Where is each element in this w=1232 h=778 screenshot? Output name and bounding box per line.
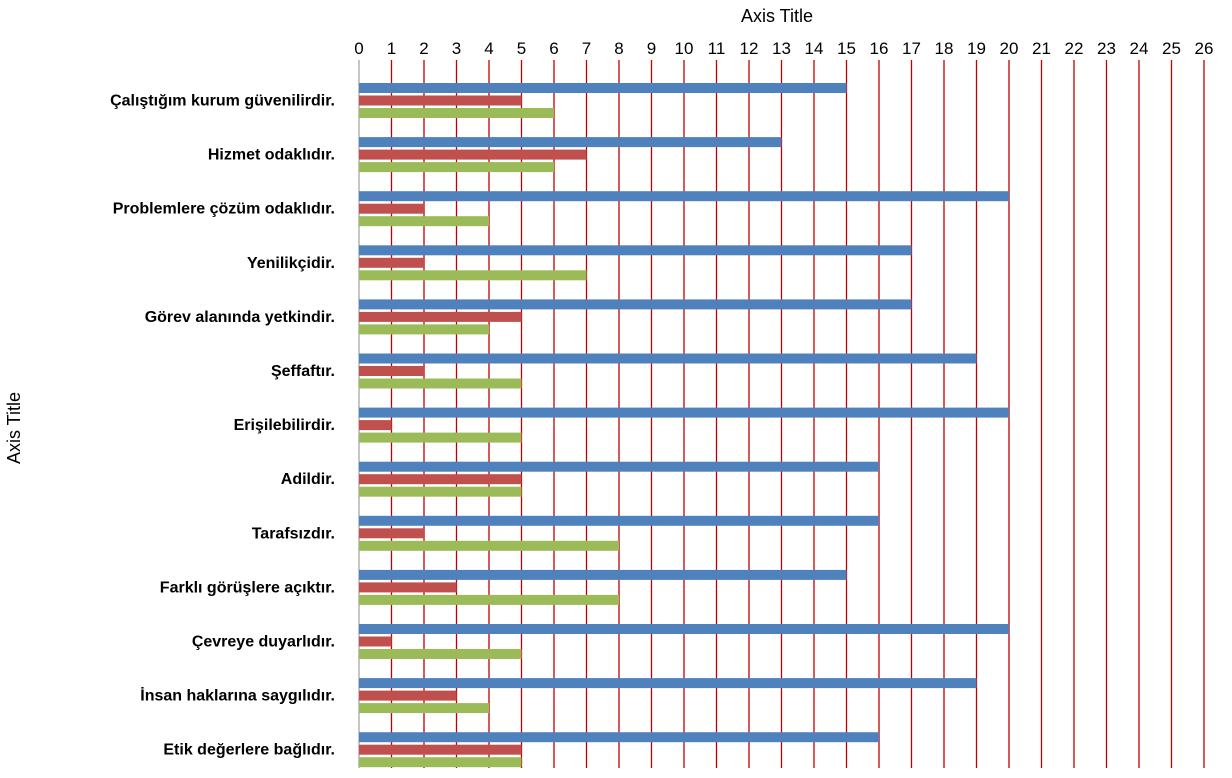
x-tick-label: 6 xyxy=(549,39,558,58)
x-tick-label: 22 xyxy=(1065,39,1084,58)
x-tick-label: 16 xyxy=(870,39,889,58)
category-labels: Çalıştığım kurum güvenilirdir. Hizmet oda… xyxy=(110,93,335,759)
x-tick-label: 21 xyxy=(1032,39,1051,58)
category-label: Adildir. xyxy=(281,471,335,488)
category-label: Çalıştığım kurum güvenilirdir. xyxy=(110,93,335,110)
bar-layer xyxy=(359,83,1009,768)
bar-series-2 xyxy=(359,257,424,268)
bar-series-2 xyxy=(359,366,424,376)
x-tick-label: 3 xyxy=(452,39,461,58)
category-label: Çevreye duyarlıdır. xyxy=(192,634,335,651)
bar-series-2 xyxy=(359,420,392,431)
category-label: Şeffaftır. xyxy=(271,363,335,380)
x-tick-label: 12 xyxy=(740,39,759,58)
category-label: Yenilikçidir. xyxy=(247,255,335,272)
x-tick-labels: 0 1 2 3 4 5 6 7 8 9 10 11 12 13 14 15 16 17 18 19 20 21 22 23 24… xyxy=(354,39,1213,58)
x-tick-label: 25 xyxy=(1162,39,1181,58)
bar-series-3 xyxy=(359,703,489,714)
x-tick-label: 17 xyxy=(902,39,921,58)
bar-series-3 xyxy=(359,486,522,497)
x-tick-label: 13 xyxy=(772,39,791,58)
x-tick-label: 24 xyxy=(1130,39,1149,58)
x-tick-label: 19 xyxy=(967,39,986,58)
bar-series-2 xyxy=(359,474,522,485)
bar-series-1 xyxy=(359,678,977,689)
bar-series-1 xyxy=(359,191,1009,202)
x-tick-label: 26 xyxy=(1195,39,1214,58)
x-tick-label: 7 xyxy=(582,39,591,58)
bar-series-3 xyxy=(359,324,489,335)
bar-series-3 xyxy=(359,594,619,605)
x-tick-label: 5 xyxy=(517,39,526,58)
category-label: Farklı görüşlere açıktır. xyxy=(160,579,335,596)
category-label: Problemlere çözüm odaklıdır. xyxy=(113,201,335,218)
x-tick-label: 18 xyxy=(935,39,954,58)
bar-series-3 xyxy=(359,378,522,389)
x-tick-label: 9 xyxy=(647,39,656,58)
bar-series-3 xyxy=(359,757,522,768)
bar-series-2 xyxy=(359,95,522,106)
bar-series-2 xyxy=(359,744,522,755)
bar-series-2 xyxy=(359,149,587,160)
x-tick-label: 23 xyxy=(1097,39,1116,58)
bar-series-1 xyxy=(359,461,879,472)
x-tick-label: 11 xyxy=(708,39,726,58)
bar-series-2 xyxy=(359,690,457,701)
category-label: Erişilebilirdir. xyxy=(234,417,335,434)
x-tick-label: 20 xyxy=(1000,39,1019,58)
bar-series-2 xyxy=(359,636,392,647)
bar-series-3 xyxy=(359,162,554,173)
bar-series-1 xyxy=(359,299,912,310)
x-tick-label: 4 xyxy=(484,39,493,58)
category-label: Etik değerlere bağlıdır. xyxy=(163,742,335,759)
x-tick-label: 14 xyxy=(805,39,824,58)
bar-series-3 xyxy=(359,270,587,281)
bar-series-1 xyxy=(359,515,879,526)
bar-series-1 xyxy=(359,245,912,256)
x-tick-label: 1 xyxy=(387,39,396,58)
category-label: Hizmet odaklıdır. xyxy=(208,147,335,164)
bar-series-2 xyxy=(359,311,522,322)
x-tick-label: 10 xyxy=(675,39,694,58)
bar-series-2 xyxy=(359,528,424,539)
bar-series-1 xyxy=(359,569,847,580)
category-label: Tarafsızdır. xyxy=(252,525,335,542)
bar-series-3 xyxy=(359,540,619,551)
bar-series-1 xyxy=(359,137,782,148)
bar-series-1 xyxy=(359,732,879,743)
x-tick-label: 0 xyxy=(354,39,363,58)
bar-series-1 xyxy=(359,407,1009,418)
bar-series-1 xyxy=(359,83,847,93)
bar-series-3 xyxy=(359,649,522,659)
bar-series-2 xyxy=(359,203,424,214)
bar-series-1 xyxy=(359,353,977,364)
x-tick-label: 2 xyxy=(419,39,428,58)
bar-series-3 xyxy=(359,108,554,118)
y-axis-title: Axis Title xyxy=(4,392,24,464)
x-tick-label: 8 xyxy=(614,39,623,58)
x-axis-title: Axis Title xyxy=(741,6,813,26)
x-tick-label: 15 xyxy=(837,39,856,58)
bar-series-1 xyxy=(359,624,1009,634)
bar-series-3 xyxy=(359,432,522,443)
bar-series-2 xyxy=(359,582,457,593)
bar-series-3 xyxy=(359,216,489,227)
category-label: İnsan haklarına saygılıdır. xyxy=(140,687,335,705)
category-label: Görev alanında yetkindir. xyxy=(145,309,335,326)
